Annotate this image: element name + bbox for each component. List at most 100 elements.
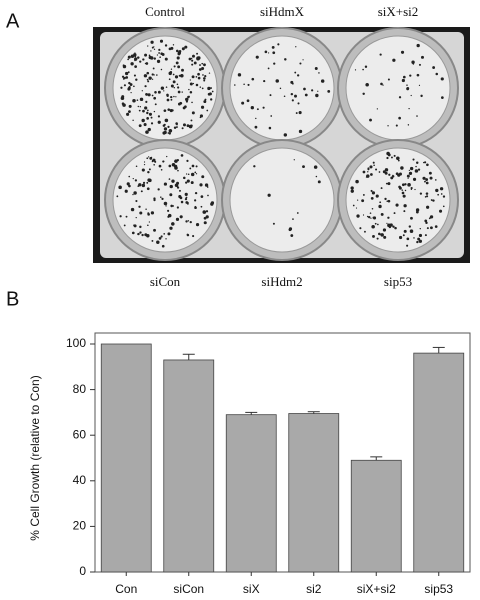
colony	[267, 52, 270, 54]
colony	[139, 106, 141, 108]
colony	[211, 90, 214, 93]
colony	[121, 75, 125, 78]
colony	[165, 205, 167, 207]
colony	[296, 74, 300, 77]
colony	[350, 189, 354, 193]
well	[229, 147, 335, 253]
colony	[185, 100, 188, 103]
colony	[416, 240, 419, 244]
colony	[428, 217, 431, 220]
colony	[119, 215, 122, 218]
colony	[207, 86, 211, 91]
colony	[203, 100, 207, 104]
colony	[419, 192, 423, 195]
colony	[384, 168, 389, 172]
colony	[127, 71, 130, 74]
colony	[194, 191, 198, 195]
colony	[163, 127, 168, 131]
well-label: siHdm2	[261, 274, 302, 289]
colony	[370, 196, 374, 200]
colony	[391, 175, 395, 178]
colony	[302, 165, 305, 169]
colony	[255, 55, 259, 59]
colony	[402, 234, 405, 237]
colony	[297, 102, 300, 105]
colony	[187, 173, 190, 176]
colony	[177, 86, 180, 89]
colony	[164, 118, 169, 123]
colony	[246, 99, 250, 103]
colony	[147, 224, 149, 227]
colony	[173, 65, 176, 68]
colony	[146, 112, 149, 114]
colony	[147, 127, 151, 132]
colony	[424, 219, 428, 223]
colony	[417, 237, 421, 241]
colony	[135, 199, 138, 203]
colony	[172, 44, 175, 46]
colony	[176, 56, 180, 60]
colony	[410, 216, 413, 220]
colony	[141, 168, 145, 172]
colony	[247, 83, 250, 86]
colony	[402, 75, 406, 79]
colony	[425, 192, 429, 195]
colony	[423, 161, 425, 164]
colony	[430, 199, 433, 201]
colony	[440, 77, 444, 81]
colony	[132, 98, 136, 103]
colony	[210, 201, 215, 205]
colony	[407, 183, 411, 187]
colony	[439, 209, 443, 213]
colony	[192, 54, 195, 57]
colony	[186, 124, 190, 128]
colony	[317, 180, 321, 184]
colony	[403, 204, 407, 208]
colony	[122, 64, 125, 67]
colony	[177, 169, 179, 172]
colony	[185, 220, 188, 223]
colony	[302, 59, 304, 61]
colony	[148, 178, 152, 183]
colony	[272, 222, 275, 225]
colony	[299, 62, 302, 65]
colony	[145, 93, 148, 96]
colony	[156, 240, 160, 244]
well-label: siHdmX	[260, 4, 305, 19]
colony	[185, 181, 188, 184]
colony	[424, 161, 427, 164]
colony	[145, 130, 149, 134]
colony	[398, 186, 402, 190]
colony	[138, 109, 141, 112]
y-tick-label: 0	[79, 564, 86, 578]
colony	[126, 112, 130, 116]
colony	[203, 77, 206, 80]
colony	[153, 228, 156, 232]
colony	[126, 182, 130, 186]
colony	[376, 237, 379, 240]
colony	[412, 63, 415, 65]
colony	[434, 179, 437, 181]
colony	[163, 109, 167, 113]
colony	[425, 178, 429, 181]
colony	[372, 216, 375, 219]
colony	[313, 165, 318, 169]
colony	[296, 212, 299, 214]
x-tick-label: siX+si2	[357, 582, 396, 596]
colony	[175, 122, 178, 125]
colony	[365, 176, 368, 178]
colony	[179, 196, 183, 200]
colony	[143, 161, 146, 163]
colony	[148, 55, 152, 60]
colony	[439, 187, 444, 191]
colony	[130, 54, 135, 58]
colony	[271, 45, 275, 49]
colony	[167, 213, 172, 218]
colony	[195, 83, 199, 87]
colony	[372, 161, 375, 164]
colony	[403, 210, 406, 213]
colony	[406, 244, 409, 247]
colony	[184, 192, 188, 196]
colony	[163, 201, 168, 206]
colony	[420, 55, 424, 59]
